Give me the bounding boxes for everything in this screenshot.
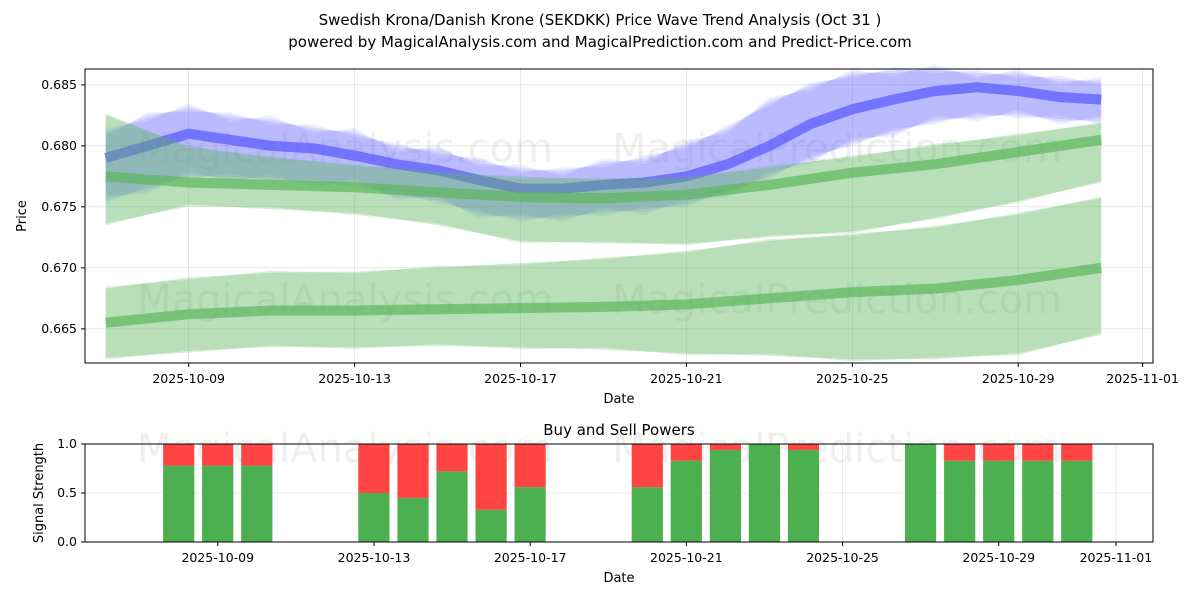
price-y-tick-label: 0.680 bbox=[41, 138, 77, 153]
buy-bar bbox=[163, 465, 195, 542]
power-y-tick-label: 1.0 bbox=[57, 436, 77, 451]
sell-bar bbox=[436, 444, 468, 472]
price-y-tick-label: 0.665 bbox=[41, 321, 77, 336]
sell-bar bbox=[475, 444, 507, 510]
buy-bar bbox=[514, 487, 546, 542]
price-plot-frame bbox=[84, 68, 1154, 364]
price-wave-blue-line bbox=[104, 82, 1102, 194]
power-x-ticks: 2025-10-09 2025-10-13 2025-10-17 2025-10-21… bbox=[181, 542, 1152, 565]
power-x-axis-label: Date bbox=[603, 571, 634, 586]
price-x-tick-label: 2025-10-13 bbox=[318, 371, 391, 386]
buy-bar bbox=[1061, 460, 1093, 542]
trend-band-green-1-line bbox=[105, 134, 1102, 204]
power-x-tick-label: 2025-10-09 bbox=[181, 550, 254, 565]
price-x-axis-label: Date bbox=[603, 392, 634, 407]
price-x-tick-label: 2025-10-21 bbox=[650, 371, 723, 386]
price-x-ticks: 2025-10-09 2025-10-13 2025-10-17 2025-10-21… bbox=[152, 363, 1179, 386]
trend-band-green-2-band bbox=[105, 196, 1102, 362]
power-x-tick-label: 2025-11-01 bbox=[1080, 550, 1153, 565]
price-series bbox=[104, 64, 1102, 362]
power-y-axis-label: Signal Strength bbox=[32, 443, 47, 543]
sell-bar bbox=[983, 444, 1015, 461]
price-y-axis-label: Price bbox=[15, 200, 30, 232]
power-chart-title: Buy and Sell Powers bbox=[543, 421, 695, 439]
title-line-2: powered by MagicalAnalysis.com and Magic… bbox=[288, 33, 912, 51]
price-y-tick-label: 0.670 bbox=[41, 260, 77, 275]
sell-bar bbox=[709, 444, 741, 450]
power-x-tick-label: 2025-10-17 bbox=[494, 550, 567, 565]
buy-bar bbox=[709, 449, 741, 542]
buy-bar bbox=[748, 444, 780, 542]
buy-bar bbox=[436, 471, 468, 542]
price-x-tick-label: 2025-10-25 bbox=[816, 371, 889, 386]
trend-band-green-2-band bbox=[105, 198, 1102, 360]
power-x-tick-label: 2025-10-29 bbox=[962, 550, 1035, 565]
price-grid bbox=[85, 69, 1153, 363]
sell-bar bbox=[787, 444, 820, 450]
power-y-tick-label: 0.5 bbox=[57, 485, 77, 500]
sell-bar bbox=[1061, 444, 1093, 461]
watermark-analysis-2: MagicalAnalysis.com bbox=[137, 277, 553, 323]
watermark-prediction-1: MagicalPrediction.com bbox=[612, 126, 1062, 172]
price-y-ticks: 0.665 0.670 0.675 0.680 0.685 bbox=[41, 77, 85, 336]
price-wave-blue-line bbox=[104, 82, 1102, 194]
price-wave-blue-line bbox=[104, 82, 1102, 194]
sell-bar bbox=[397, 444, 429, 498]
price-wave-blue-band bbox=[105, 70, 1102, 219]
buy-bar bbox=[1022, 460, 1054, 542]
price-wave-blue-line bbox=[104, 82, 1102, 194]
price-wave-blue-band bbox=[105, 67, 1102, 222]
watermark-analysis-1: MagicalAnalysis.com bbox=[137, 126, 553, 172]
power-x-tick-label: 2025-10-21 bbox=[650, 550, 723, 565]
sell-bar bbox=[1022, 444, 1054, 461]
power-x-tick-label: 2025-10-13 bbox=[338, 550, 411, 565]
price-chart: MagicalAnalysis.com MagicalPrediction.co… bbox=[15, 64, 1179, 407]
buy-bar bbox=[905, 444, 937, 542]
price-x-tick-label: 2025-10-29 bbox=[982, 371, 1055, 386]
price-wave-blue-band bbox=[105, 64, 1102, 223]
buy-bar bbox=[944, 460, 976, 542]
power-y-ticks: 0.0 0.5 1.0 bbox=[57, 436, 85, 549]
sell-bar bbox=[163, 444, 195, 466]
price-y-tick-label: 0.675 bbox=[41, 199, 77, 214]
sell-bar bbox=[631, 444, 663, 488]
sell-bar bbox=[358, 444, 390, 493]
power-y-tick-label: 0.0 bbox=[57, 534, 77, 549]
sell-bar bbox=[241, 444, 273, 466]
price-watermarks: MagicalAnalysis.com MagicalPrediction.co… bbox=[137, 126, 1062, 323]
trend-band-green-2-line bbox=[105, 262, 1102, 328]
buy-bar bbox=[202, 465, 234, 542]
buy-bar bbox=[358, 493, 390, 542]
price-x-tick-label: 2025-11-01 bbox=[1106, 371, 1179, 386]
price-x-tick-label: 2025-10-09 bbox=[152, 371, 225, 386]
trend-band-green-1-band bbox=[105, 113, 1102, 246]
trend-band-green-2-line bbox=[105, 262, 1102, 328]
trend-band-green-1-band bbox=[105, 115, 1102, 244]
sell-bar bbox=[202, 444, 234, 466]
buy-bar bbox=[475, 509, 507, 542]
sell-bar bbox=[944, 444, 976, 461]
watermark-prediction-2: MagicalPrediction.com bbox=[612, 277, 1062, 323]
buy-bar bbox=[787, 449, 820, 542]
power-chart: Buy and Sell Powers MagicalAnalysis.com … bbox=[32, 421, 1154, 586]
price-x-tick-label: 2025-10-17 bbox=[484, 371, 557, 386]
sell-bar bbox=[670, 444, 702, 461]
power-bars bbox=[163, 444, 1093, 542]
title-line-1: Swedish Krona/Danish Krone (SEKDKK) Pric… bbox=[319, 11, 882, 29]
buy-bar bbox=[631, 487, 663, 542]
power-x-tick-label: 2025-10-25 bbox=[806, 550, 879, 565]
buy-bar bbox=[670, 460, 702, 542]
price-y-tick-label: 0.685 bbox=[41, 77, 77, 92]
buy-bar bbox=[397, 497, 429, 542]
buy-bar bbox=[241, 465, 273, 542]
sell-bar bbox=[514, 444, 546, 488]
price-wave-blue-band bbox=[105, 67, 1102, 220]
buy-bar bbox=[983, 460, 1015, 542]
trend-band-green-1-line bbox=[105, 134, 1102, 204]
